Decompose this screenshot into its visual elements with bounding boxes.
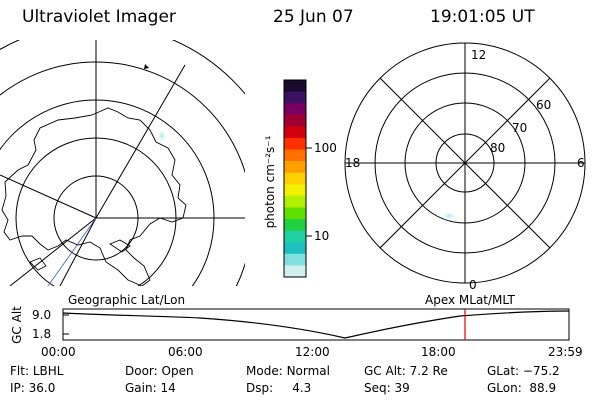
colorbar-band — [284, 230, 306, 243]
time-label: 19:01:05 UT — [430, 7, 535, 27]
colorbar-band — [284, 80, 306, 93]
colorbar-band — [284, 149, 306, 162]
sun-marker — [144, 64, 149, 69]
status-gain: Gain: 14 — [125, 381, 176, 395]
colorbar-band — [284, 253, 306, 267]
colorbar-band — [284, 207, 306, 220]
colorbar-band — [284, 219, 306, 232]
instrument-title: Ultraviolet Imager — [22, 7, 176, 27]
colorbar-band — [284, 91, 306, 104]
timeline-x-tick-1200: 12:00 — [295, 345, 330, 359]
colorbar-band — [284, 114, 306, 127]
colorbar-band — [284, 242, 306, 255]
colorbar-band — [284, 137, 306, 151]
polar-panel-label: Apex MLat/MLT — [425, 293, 515, 307]
status-glon: GLon: 88.9 — [487, 381, 557, 395]
timeline-x-tick-2359: 23:59 — [548, 345, 583, 359]
status-mode: Mode: Normal — [246, 364, 330, 378]
timeline-x-tick-0600: 06:00 — [168, 345, 203, 359]
colorbar-tick-10: 10 — [314, 229, 330, 243]
polar-aurora-patch — [441, 211, 457, 221]
colorbar-band — [284, 265, 306, 278]
status-ip: IP: 36.0 — [10, 381, 56, 395]
status-glat: GLat: −75.2 — [487, 364, 560, 378]
status-seq: Seq: 39 — [364, 381, 410, 395]
colorbar-band — [284, 172, 306, 185]
geo-panel-label: Geographic Lat/Lon — [68, 293, 186, 307]
timeline-y-tick-high: 9.0 — [32, 308, 52, 322]
mlt-label-18: 18 — [345, 156, 361, 170]
status-gc-alt: GC Alt: 7.2 Re — [364, 364, 448, 378]
altitude-curve — [62, 310, 570, 339]
colorbar-tick-100: 100 — [314, 141, 337, 155]
status-dsp: Dsp: 4.3 — [246, 381, 312, 395]
status-filter: Flt: LBHL — [10, 364, 64, 378]
mlt-label-12: 12 — [471, 48, 487, 62]
timeline-x-tick-0000: 00:00 — [41, 345, 76, 359]
colorbar-band — [284, 103, 306, 116]
colorbar-unit-label: photon cm⁻²s⁻¹ — [263, 135, 277, 229]
mlat-label-80: 80 — [490, 141, 506, 155]
timeline-y-title: GC Alt — [10, 306, 24, 344]
colorbar — [283, 79, 312, 278]
mlat-label-60: 60 — [536, 98, 552, 112]
geographic-map — [0, 40, 245, 286]
colorbar-band — [284, 184, 306, 197]
mlt-label-6: 6 — [577, 156, 585, 170]
colorbar-band — [284, 195, 306, 209]
date-label: 25 Jun 07 — [273, 7, 354, 27]
mlat-label-70: 70 — [512, 121, 528, 135]
timeline-y-tick-low: 1.8 — [32, 327, 52, 341]
timeline-x-tick-1800: 18:00 — [421, 345, 456, 359]
colorbar-band — [284, 126, 306, 139]
timeline-plot — [62, 308, 570, 341]
polar-plot — [344, 42, 586, 284]
geo-aurora-patch — [157, 128, 167, 144]
status-door: Door: Open — [125, 364, 194, 378]
colorbar-band — [284, 161, 306, 174]
mlt-label-0: 0 — [469, 278, 477, 292]
